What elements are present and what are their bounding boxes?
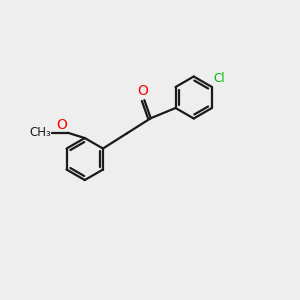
- Text: O: O: [137, 84, 148, 98]
- Text: O: O: [56, 118, 67, 132]
- Text: CH₃: CH₃: [29, 126, 51, 139]
- Text: Cl: Cl: [213, 72, 225, 85]
